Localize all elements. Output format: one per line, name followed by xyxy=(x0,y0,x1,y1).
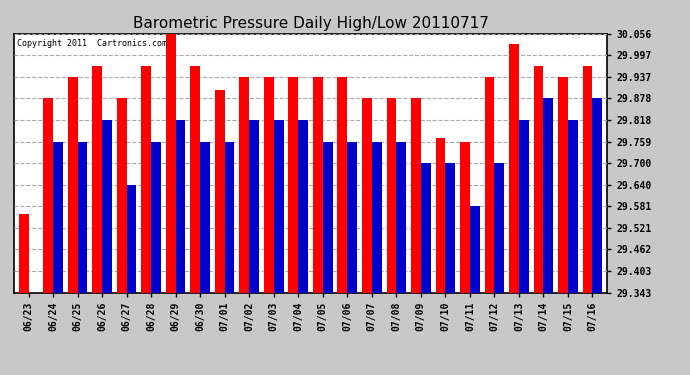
Bar xyxy=(68,77,77,292)
Bar xyxy=(19,214,28,292)
Bar xyxy=(43,98,53,292)
Bar xyxy=(445,163,455,292)
Bar xyxy=(77,141,88,292)
Bar xyxy=(215,90,225,292)
Bar xyxy=(495,163,504,292)
Bar xyxy=(166,34,176,292)
Bar xyxy=(411,98,421,292)
Bar xyxy=(53,141,63,292)
Bar xyxy=(460,141,470,292)
Bar xyxy=(141,66,151,292)
Bar xyxy=(519,120,529,292)
Bar xyxy=(582,66,593,292)
Bar xyxy=(533,66,544,292)
Bar xyxy=(372,141,382,292)
Bar xyxy=(435,138,445,292)
Bar xyxy=(323,141,333,292)
Bar xyxy=(92,66,102,292)
Bar xyxy=(274,120,284,292)
Bar xyxy=(337,77,347,292)
Bar xyxy=(593,98,602,292)
Bar xyxy=(470,207,480,292)
Bar xyxy=(176,120,186,292)
Bar xyxy=(298,120,308,292)
Bar xyxy=(200,141,210,292)
Bar xyxy=(421,163,431,292)
Bar xyxy=(225,141,235,292)
Bar xyxy=(396,141,406,292)
Bar xyxy=(509,44,519,292)
Bar xyxy=(386,98,396,292)
Bar xyxy=(484,77,495,292)
Bar xyxy=(558,77,568,292)
Bar xyxy=(544,98,553,292)
Bar xyxy=(151,141,161,292)
Bar xyxy=(190,66,200,292)
Bar xyxy=(362,98,372,292)
Bar xyxy=(249,120,259,292)
Bar xyxy=(568,120,578,292)
Bar xyxy=(288,77,298,292)
Bar xyxy=(126,185,137,292)
Bar xyxy=(313,77,323,292)
Bar xyxy=(347,141,357,292)
Bar xyxy=(264,77,274,292)
Bar xyxy=(239,77,249,292)
Text: Copyright 2011  Cartronics.com: Copyright 2011 Cartronics.com xyxy=(17,39,167,48)
Title: Barometric Pressure Daily High/Low 20110717: Barometric Pressure Daily High/Low 20110… xyxy=(132,16,489,31)
Bar xyxy=(102,120,112,292)
Bar xyxy=(117,98,126,292)
